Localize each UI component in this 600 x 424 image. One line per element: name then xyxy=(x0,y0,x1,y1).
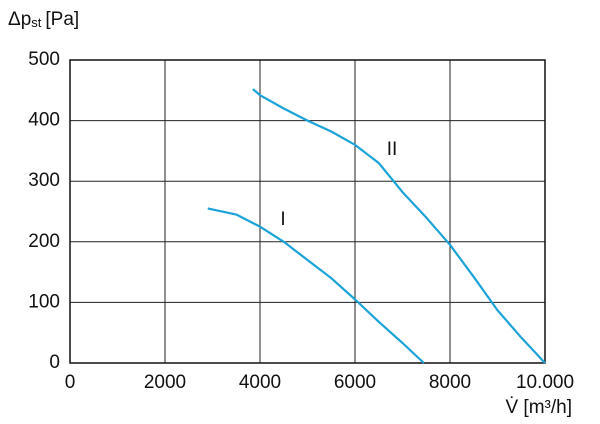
x-tick-label: 8000 xyxy=(429,372,471,393)
y-label-subscript: st xyxy=(31,15,42,30)
x-tick-label: 4000 xyxy=(239,372,281,393)
y-axis-label: Δpst [Pa] xyxy=(8,9,79,30)
x-tick-label: 0 xyxy=(65,372,76,393)
y-tick-label: 300 xyxy=(28,170,60,191)
x-tick-label: 10.000 xyxy=(516,372,574,393)
y-tick-label: 200 xyxy=(28,231,60,252)
y-tick-label: 400 xyxy=(28,110,60,131)
y-tick-label: 500 xyxy=(28,49,60,70)
curve xyxy=(207,207,425,364)
curve-label: I xyxy=(280,209,285,230)
x-tick-label: 2000 xyxy=(144,372,186,393)
y-tick-label: 100 xyxy=(28,291,60,312)
x-tick-label: 6000 xyxy=(334,372,376,393)
curve xyxy=(252,88,546,364)
y-label-symbol: Δp xyxy=(8,9,31,30)
x-axis-label: V̇ [m³/h] xyxy=(505,397,572,418)
y-tick-label: 0 xyxy=(49,352,60,373)
curve-label: II xyxy=(387,139,398,160)
y-label-unit: [Pa] xyxy=(45,9,79,30)
plot-frame xyxy=(69,59,546,364)
